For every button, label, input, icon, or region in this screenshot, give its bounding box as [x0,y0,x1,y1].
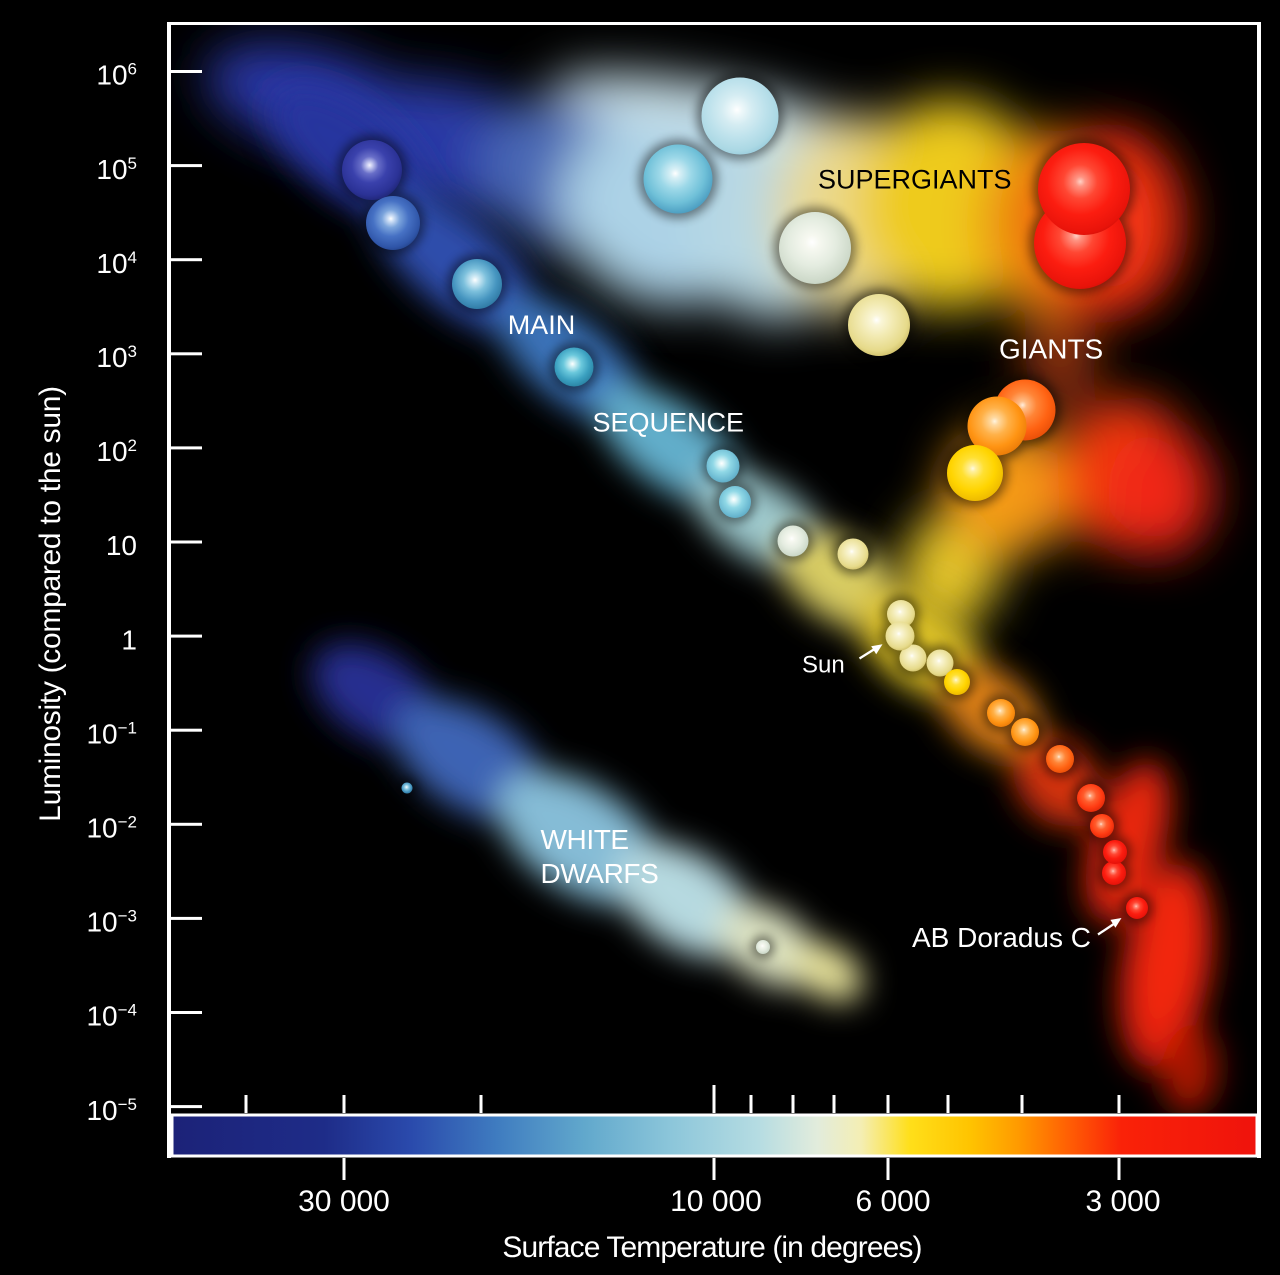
svg-text:10−4: 10−4 [86,1001,137,1032]
svg-text:MAIN: MAIN [508,310,576,340]
svg-text:SEQUENCE: SEQUENCE [593,408,745,438]
svg-text:GIANTS: GIANTS [999,334,1103,365]
svg-text:1: 1 [121,624,137,655]
svg-text:106: 106 [96,60,137,91]
svg-text:Luminosity (compared to the su: Luminosity (compared to the sun) [34,386,67,822]
svg-text:10: 10 [106,530,137,561]
svg-text:Sun: Sun [802,652,845,679]
svg-text:3 000: 3 000 [1085,1185,1160,1218]
svg-text:AB Doradus C: AB Doradus C [912,922,1091,953]
svg-text:10−2: 10−2 [86,813,137,844]
svg-text:WHITE: WHITE [541,824,629,855]
svg-text:10−1: 10−1 [86,718,137,749]
svg-text:30 000: 30 000 [298,1185,390,1218]
svg-text:Surface Temperature (in degree: Surface Temperature (in degrees) [502,1231,921,1264]
svg-text:SUPERGIANTS: SUPERGIANTS [818,165,1012,195]
svg-text:10−3: 10−3 [86,907,137,938]
svg-text:103: 103 [96,342,137,373]
svg-text:102: 102 [96,436,137,467]
svg-text:105: 105 [96,154,137,185]
svg-text:6 000: 6 000 [855,1185,930,1218]
svg-text:10 000: 10 000 [670,1185,762,1218]
svg-text:10−5: 10−5 [86,1095,137,1126]
svg-text:104: 104 [96,248,137,279]
svg-text:DWARFS: DWARFS [541,858,659,889]
